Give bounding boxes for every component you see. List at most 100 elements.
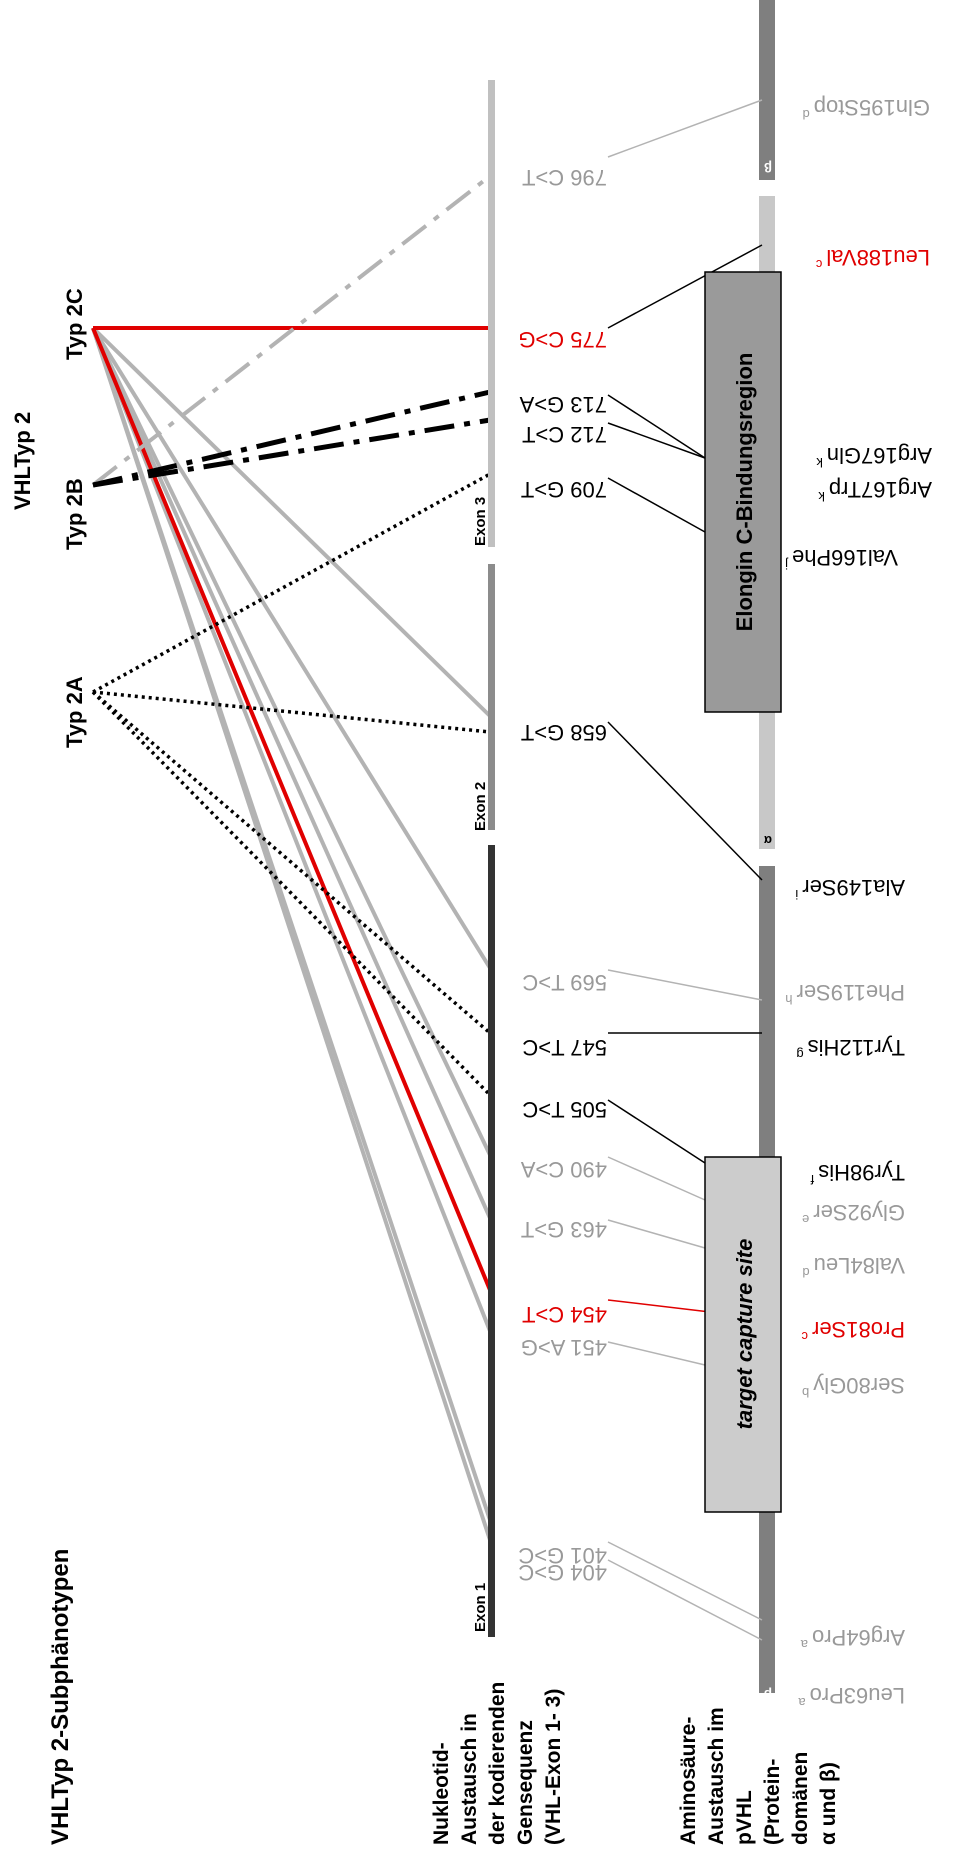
nuc-505: 505 T>C: [522, 1097, 607, 1122]
map-796: [607, 99, 763, 158]
nuc-451: 451 A>G: [521, 1335, 607, 1360]
line-2a-505: [91, 690, 492, 1097]
map-569: [607, 969, 763, 1001]
line-2b-712: [92, 417, 491, 488]
nuc-569: 569 T>C: [522, 970, 607, 995]
aa-leu188: Leu188Valc: [815, 245, 930, 272]
row1-line-1: Nukleotid-: [430, 1742, 453, 1845]
map-505: [607, 1099, 706, 1164]
type-2a-label: Typ 2A: [62, 676, 87, 748]
aa-val84: Val84Leud: [802, 1253, 905, 1280]
elongin-rect: [704, 271, 782, 713]
row2-line-5: domänen: [789, 1752, 812, 1845]
aa-tyr98: Tyr98Hisf: [810, 1160, 905, 1187]
target-capture-rect: [704, 1156, 782, 1513]
line-2a-658: [92, 690, 491, 734]
exon-1-bar: [488, 845, 495, 1637]
aa-leu63: Leu63Proa: [798, 1683, 905, 1710]
amino-acid-labels: Leu63Proa Arg64Proa Ser80Glyb Pro81Serc …: [785, 95, 932, 1710]
aa-arg167trp: Arg167Trpk: [818, 477, 932, 504]
row2-line-3: pVHL: [733, 1790, 756, 1845]
map-463: [607, 1219, 706, 1249]
target-capture-box: target capture site: [704, 1156, 782, 1513]
line-2c-569: [91, 326, 492, 970]
aa-gln195: Gln195Stopd: [803, 95, 930, 122]
line-2c-454: [91, 327, 492, 1291]
aa-pro81: Pro81Serc: [801, 1317, 905, 1344]
nuc-709: 709 G>T: [521, 477, 607, 502]
aa-tyr112: Tyr112Hisg: [796, 1035, 905, 1062]
protein-beta-left: [759, 1510, 775, 1693]
nuc-404: 404 G>C: [518, 1560, 607, 1585]
map-404: [607, 1559, 763, 1641]
aa-val166: Val166Phej: [785, 545, 898, 572]
elongin-label: Elongin C-Bindungsregion: [732, 353, 757, 632]
row2-line-2: Austausch im: [705, 1707, 728, 1845]
aa-ala149: Ala149Seri: [795, 875, 905, 902]
main-title: VHLTyp 2-Subphänotypen: [47, 1549, 74, 1845]
exon-3-bar: [488, 80, 495, 547]
line-2b-796: [91, 174, 492, 487]
type-2a-lines: [91, 472, 492, 1097]
nucleotide-row-label: Nukleotid- Austausch in der kodierenden …: [430, 1682, 565, 1845]
row1-line-3: der kodierenden: [486, 1682, 509, 1845]
exon-2-bar: [488, 564, 495, 830]
amino-acid-row-label: Aminosäure- Austausch im pVHL (Protein- …: [677, 1707, 840, 1845]
elongin-box: Elongin C-Bindungsregion: [704, 271, 782, 713]
nuc-547: 547 T>C: [522, 1035, 607, 1060]
exon-1-label: Exon 1: [472, 1583, 489, 1632]
main-title-text: VHLTyp 2-Subphänotypen: [47, 1549, 74, 1845]
exon-2-label: Exon 2: [472, 782, 489, 831]
aa-phe119: Phe119Serh: [785, 980, 905, 1007]
map-451: [607, 1341, 706, 1366]
line-2c-404: [91, 327, 492, 1541]
line-2c-463: [91, 327, 492, 1219]
row2-line-6: α und β): [817, 1762, 840, 1845]
row1-line-5: (VHL-Exon 1- 3): [542, 1689, 565, 1845]
protein-beta-right: [759, 0, 775, 180]
row1-line-4: Gensequenz: [514, 1720, 537, 1845]
type-2c-lines: [91, 326, 492, 1541]
type-2b-label: Typ 2B: [62, 478, 87, 550]
nuc-658: 658 G>T: [521, 720, 607, 745]
nuc-775: 775 C>G: [518, 327, 607, 352]
alpha-label: α: [764, 833, 772, 848]
nuc-454: 454 C>T: [522, 1302, 607, 1327]
aa-arg64: Arg64Proa: [800, 1625, 905, 1652]
aa-arg167gln: Arg167Glnk: [816, 443, 932, 470]
type-2b-lines: [91, 174, 492, 488]
aa-ser80: Ser80Glyb: [802, 1373, 905, 1400]
target-capture-label: target capture site: [732, 1239, 757, 1430]
nuc-490: 490 C>A: [520, 1157, 607, 1182]
mapping-lines: [607, 99, 763, 1641]
map-775: [607, 244, 763, 329]
nuc-713: 713 G>A: [519, 392, 607, 417]
nucleotide-labels: 401 G>C 404 G>C 451 A>G 454 C>T 463 G>T …: [518, 165, 607, 1585]
line-2c-490: [91, 327, 492, 1156]
map-490: [607, 1156, 706, 1201]
line-2a-709: [92, 472, 491, 694]
aa-gly92: Gly92Sere: [802, 1200, 905, 1227]
group-title: VHLTyp 2: [10, 412, 35, 510]
map-401: [607, 1541, 763, 1621]
type-2c-label: Typ 2C: [62, 288, 87, 360]
map-658: [607, 721, 763, 881]
beta-left-label: β: [764, 1687, 772, 1702]
beta-right-label: β: [764, 160, 772, 175]
line-2c-451: [91, 327, 492, 1332]
row2-line-1: Aminosäure-: [677, 1717, 700, 1845]
nuc-401: 401 G>C: [518, 1543, 607, 1568]
line-2b-713: [92, 389, 491, 488]
line-2c-658: [91, 326, 492, 718]
nuc-463: 463 G>T: [521, 1217, 607, 1242]
nuc-796: 796 C>T: [522, 165, 607, 190]
row2-line-4: (Protein-: [761, 1759, 784, 1845]
row1-line-2: Austausch in: [458, 1713, 481, 1845]
map-454: [607, 1299, 711, 1313]
nuc-712: 712 C>T: [522, 422, 607, 447]
map-709: [607, 477, 706, 533]
map-713: [607, 394, 706, 459]
line-2a-547: [91, 690, 492, 1035]
exon-3-label: Exon 3: [472, 497, 489, 546]
